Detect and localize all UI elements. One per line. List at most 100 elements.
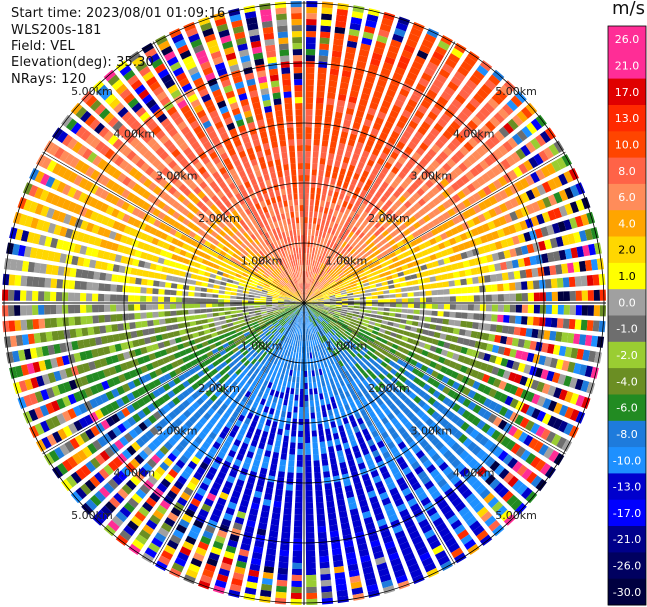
ray-gate xyxy=(304,335,306,342)
ray-gate xyxy=(215,398,223,407)
ray-gate xyxy=(327,288,334,293)
ray-gate xyxy=(354,200,362,208)
ray-gate xyxy=(156,504,168,515)
ray-gate xyxy=(584,228,593,241)
ray-gate xyxy=(317,218,322,225)
ray-gate xyxy=(404,219,412,227)
ray-gate xyxy=(205,471,215,481)
ray-gate xyxy=(404,176,413,185)
ray-gate xyxy=(479,488,491,500)
ray-gate xyxy=(350,581,363,590)
ray-gate xyxy=(165,275,173,281)
ray-gate xyxy=(225,545,237,554)
ray-gate xyxy=(321,290,328,294)
ray-gate xyxy=(417,218,426,226)
ray-gate xyxy=(110,314,117,322)
ray-gate xyxy=(442,386,451,395)
ray-gate xyxy=(551,304,558,315)
ray-gate xyxy=(472,462,483,473)
ray-gate xyxy=(526,316,534,326)
ray-gate xyxy=(290,319,294,326)
ray-gate xyxy=(511,235,520,245)
ray-gate xyxy=(363,479,373,487)
ray-gate xyxy=(515,281,522,291)
ray-gate xyxy=(485,474,496,486)
ray-gate xyxy=(467,475,478,486)
ray-gate xyxy=(305,297,310,302)
ray-gate xyxy=(342,301,349,303)
ray-gate xyxy=(313,288,318,293)
ray-gate xyxy=(443,449,453,460)
ray-gate xyxy=(477,383,487,393)
ray-gate xyxy=(476,529,489,542)
ray-gate xyxy=(241,395,249,403)
ray-gate xyxy=(311,303,318,306)
ray-gate xyxy=(289,369,293,376)
ray-gate xyxy=(366,260,373,266)
ray-gate xyxy=(170,297,177,302)
ray-gate xyxy=(429,421,439,431)
ray-gate xyxy=(135,534,148,545)
ray-gate xyxy=(308,328,311,335)
ray-gate xyxy=(552,176,563,188)
ray-gate xyxy=(460,278,467,286)
ray-gate xyxy=(456,337,465,345)
ray-gate xyxy=(105,324,113,333)
ray-gate xyxy=(370,539,381,548)
ray-gate xyxy=(313,454,320,461)
ray-gate xyxy=(447,103,459,114)
ray-gate xyxy=(326,214,332,221)
ray-gate xyxy=(329,305,336,308)
ray-gate xyxy=(374,556,386,566)
ray-gate xyxy=(292,412,298,419)
ray-gate xyxy=(374,435,382,444)
ray-gate xyxy=(414,109,425,120)
ray-gate xyxy=(378,257,386,264)
ray-gate xyxy=(152,509,164,520)
ray-gate xyxy=(462,437,473,448)
ray-gate xyxy=(298,310,302,316)
ray-gate xyxy=(331,383,337,391)
ray-gate xyxy=(435,414,445,424)
ray-gate xyxy=(516,464,528,477)
ray-gate xyxy=(444,86,456,97)
ray-gate xyxy=(488,264,496,273)
ray-gate xyxy=(338,88,348,96)
ray-gate xyxy=(394,161,403,170)
ray-gate xyxy=(567,332,575,344)
ray-gate xyxy=(491,284,498,292)
ray-gate xyxy=(543,330,551,340)
ray-gate xyxy=(371,148,380,157)
ray-gate xyxy=(487,220,496,230)
ray-gate xyxy=(514,414,525,426)
ray-gate xyxy=(482,385,492,396)
ray-gate xyxy=(222,328,230,334)
ray-gate xyxy=(526,352,535,363)
ray-gate xyxy=(365,19,377,29)
ray-gate xyxy=(411,230,420,239)
ray-gate xyxy=(232,572,245,581)
ray-gate xyxy=(415,82,427,93)
ray-gate xyxy=(304,412,310,419)
ray-gate xyxy=(339,315,346,319)
ray-gate xyxy=(491,252,500,262)
ray-gate xyxy=(231,380,238,388)
ray-gate xyxy=(374,84,385,94)
ray-gate xyxy=(521,468,533,480)
ray-gate xyxy=(362,364,369,371)
ray-gate xyxy=(365,75,376,84)
ray-gate xyxy=(417,104,428,115)
ray-gate xyxy=(248,425,255,434)
ray-gate xyxy=(285,417,291,425)
ray-gate xyxy=(237,414,245,422)
ray-gate xyxy=(333,376,339,383)
ray-gate xyxy=(379,465,388,475)
ray-gate xyxy=(198,446,207,455)
ray-gate xyxy=(298,412,304,419)
ray-gate xyxy=(205,266,213,272)
ray-gate xyxy=(336,400,343,408)
ray-gate xyxy=(339,461,347,469)
ray-gate xyxy=(340,289,347,293)
ray-gate xyxy=(334,438,341,446)
ray-gate xyxy=(342,398,348,406)
